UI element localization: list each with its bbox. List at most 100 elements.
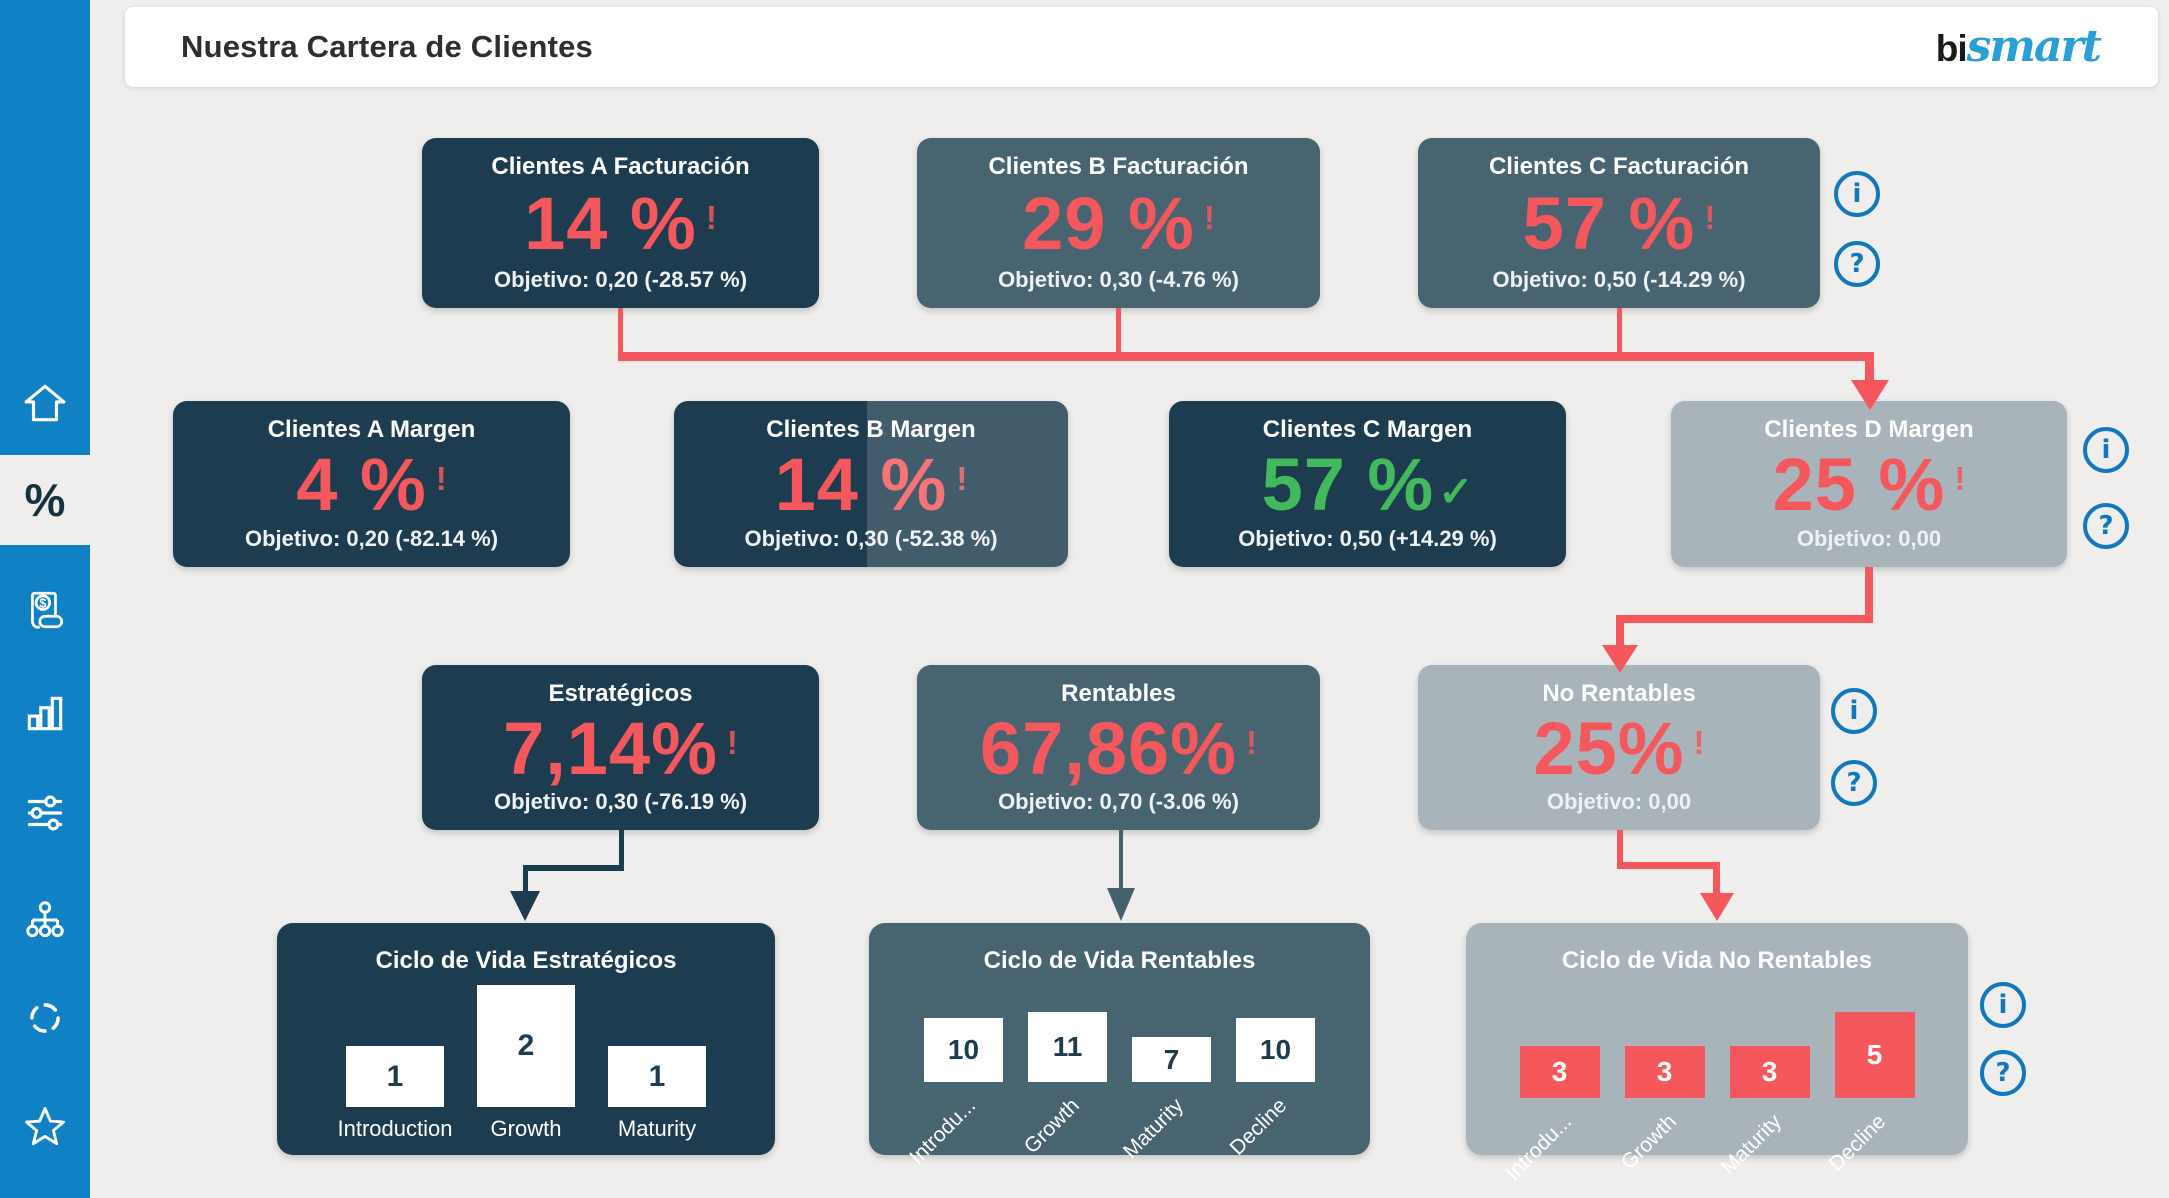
connector-line	[618, 308, 623, 357]
sliders-icon	[27, 795, 63, 831]
kpi-objective: Objetivo: 0,00	[1546, 789, 1692, 814]
bar-plot-area: 10 Introdu... 11 Growth 7 Maturity 10 Decline	[869, 952, 1370, 1169]
bar[interactable]: 1	[346, 1046, 444, 1107]
connector-line	[1616, 623, 1624, 647]
bar[interactable]: 5	[1834, 1012, 1915, 1098]
sidebar-item-percent[interactable]: %	[0, 455, 90, 545]
kpi-title: Clientes A Margen	[267, 416, 476, 443]
kpi-card-clientes-c-facturacion[interactable]: Clientes C Facturación 57 %! Objetivo: 0…	[1418, 138, 1820, 308]
kpi-value: 57 %	[1261, 443, 1435, 526]
chart-title: Ciclo de Vida No Rentables	[1561, 947, 1873, 974]
kpi-objective: Objetivo: 0,50 (+14.29 %)	[1238, 526, 1497, 551]
kpi-value: 25%	[1533, 706, 1685, 790]
connector-line	[1617, 830, 1623, 868]
info-button[interactable]: i	[1831, 688, 1877, 734]
alert-flag: !	[1704, 199, 1716, 236]
connector-line	[1865, 567, 1873, 623]
chart-title: Ciclo de Vida Estratégicos	[375, 947, 677, 974]
bar-column: 1 Maturity	[608, 1046, 706, 1141]
sidebar-item-sync[interactable]	[0, 973, 90, 1063]
sidebar-item-star[interactable]	[0, 1082, 90, 1172]
bar-plot-area: 1 Introduction 2 Growth 1 Maturity	[277, 977, 775, 1141]
bar-column: 10 Introdu...	[905, 1018, 1003, 1169]
category-label: Maturity	[1118, 1094, 1188, 1164]
check-flag: ✓	[1438, 468, 1474, 515]
bar-chart-icon	[27, 696, 63, 731]
connector-line	[1865, 352, 1874, 382]
kpi-objective: Objetivo: 0,30 (-4.76 %)	[998, 267, 1239, 292]
bar-column: 3 Maturity	[1717, 1046, 1810, 1179]
alert-flag: !	[705, 199, 717, 236]
bar[interactable]: 2	[477, 985, 575, 1107]
bar[interactable]: 1	[608, 1046, 706, 1107]
logo-bi-text: bi	[1935, 28, 1968, 69]
svg-text:$: $	[39, 596, 46, 610]
help-button[interactable]: ?	[2083, 503, 2129, 549]
kpi-card-clientes-a-facturacion[interactable]: Clientes A Facturación 14 %! Objetivo: 0…	[422, 138, 819, 308]
kpi-card-clientes-d-margen[interactable]: Clientes D Margen 25 %! Objetivo: 0,00	[1671, 401, 2067, 567]
header: Nuestra Cartera de Clientes bi smart	[125, 7, 2158, 87]
connector-line	[523, 865, 624, 871]
kpi-value: 4 %	[296, 443, 427, 526]
category-label: Introduction	[337, 1116, 453, 1141]
kpi-card-clientes-b-facturacion[interactable]: Clientes B Facturación 29 %! Objetivo: 0…	[917, 138, 1320, 308]
kpi-title: No Rentables	[1542, 680, 1696, 707]
bar-column: 2 Growth	[477, 985, 575, 1141]
help-button[interactable]: ?	[1831, 760, 1877, 806]
category-label: Growth	[1019, 1094, 1084, 1159]
info-button[interactable]: i	[2083, 427, 2129, 473]
kpi-title: Clientes B Margen	[766, 416, 976, 443]
connector-line	[618, 352, 1874, 361]
sidebar-item-invoice[interactable]: $	[0, 565, 90, 655]
bar[interactable]: 10	[1236, 1018, 1315, 1082]
kpi-value: 57 %	[1522, 182, 1696, 265]
bar-plot-area: 3 Introdu... 3 Growth 3 Maturity 5 Decline	[1466, 968, 1968, 1185]
chart-ciclo-vida-rentables[interactable]: Ciclo de Vida Rentables 10 Introdu... 11 Gr…	[869, 923, 1370, 1169]
chart-ciclo-vida-estrategicos[interactable]: Ciclo de Vida Estratégicos 1 Introduction…	[277, 923, 775, 1155]
help-button[interactable]: ?	[1834, 241, 1880, 287]
kpi-card-estrategicos[interactable]: Estratégicos 7,14%! Objetivo: 0,30 (-76.…	[422, 665, 819, 830]
bar[interactable]: 11	[1028, 1012, 1107, 1082]
bar[interactable]: 3	[1519, 1046, 1600, 1098]
connector-arrowhead	[510, 891, 540, 921]
connector-line	[1616, 615, 1873, 623]
kpi-card-no-rentables[interactable]: No Rentables 25%! Objetivo: 0,00	[1418, 665, 1820, 830]
chart-ciclo-vida-no-rentables[interactable]: Ciclo de Vida No Rentables 3 Introdu... 3 G…	[1466, 923, 1968, 1185]
logo-smart-text: smart	[1966, 21, 2102, 72]
sidebar-item-sliders[interactable]	[0, 768, 90, 858]
kpi-title: Clientes B Facturación	[988, 153, 1249, 180]
home-icon	[24, 384, 66, 422]
bar[interactable]: 10	[924, 1018, 1003, 1082]
category-label: Growth	[1616, 1110, 1681, 1175]
star-icon	[25, 1107, 65, 1146]
kpi-title: Estratégicos	[548, 680, 693, 707]
bar[interactable]: 3	[1729, 1046, 1810, 1098]
sidebar-item-hierarchy[interactable]	[0, 875, 90, 965]
category-label: Introdu...	[904, 1094, 980, 1169]
kpi-objective: Objetivo: 0,00	[1796, 526, 1942, 551]
info-button[interactable]: i	[1980, 982, 2026, 1028]
kpi-objective: Objetivo: 0,30 (-76.19 %)	[493, 789, 748, 814]
kpi-card-clientes-a-margen[interactable]: Clientes A Margen 4 %! Objetivo: 0,20 (-…	[173, 401, 570, 567]
kpi-card-clientes-b-margen[interactable]: Clientes B Margen 14 %! Objetivo: 0,30 (…	[674, 401, 1068, 567]
kpi-objective: Objetivo: 0,70 (-3.06 %)	[998, 789, 1239, 814]
connector-line	[619, 830, 624, 870]
info-button[interactable]: i	[1834, 171, 1880, 217]
sidebar-item-bar-chart[interactable]	[0, 668, 90, 758]
kpi-card-rentables[interactable]: Rentables 67,86%! Objetivo: 0,70 (-3.06 …	[917, 665, 1320, 830]
connector-line	[523, 871, 528, 893]
sync-circle-icon	[30, 1003, 60, 1033]
connector-line	[1617, 308, 1622, 357]
alert-flag: !	[1954, 460, 1966, 497]
category-label: Decline	[1824, 1110, 1891, 1176]
bar-column: 3 Growth	[1617, 1046, 1705, 1174]
bar-column: 7 Maturity	[1119, 1037, 1211, 1163]
kpi-card-clientes-c-margen[interactable]: Clientes C Margen 57 %✓ Objetivo: 0,50 (…	[1169, 401, 1566, 567]
category-label: Introdu...	[1500, 1110, 1576, 1185]
bar[interactable]: 7	[1132, 1037, 1211, 1082]
sidebar-item-home[interactable]	[0, 358, 90, 448]
bar-column: 5 Decline	[1825, 1012, 1915, 1176]
bar[interactable]: 3	[1624, 1046, 1705, 1098]
connector-arrowhead	[1602, 645, 1638, 673]
help-button[interactable]: ?	[1980, 1050, 2026, 1096]
